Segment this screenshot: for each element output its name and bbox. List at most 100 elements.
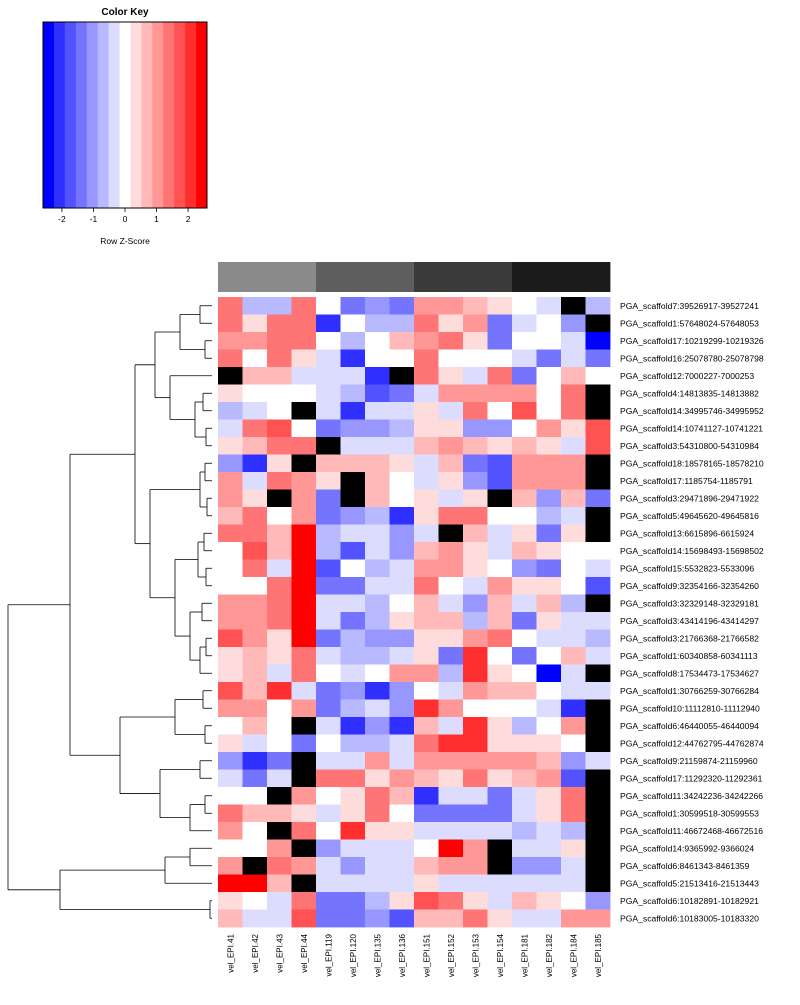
column-label: vel_EPI.185	[594, 933, 603, 977]
row-label: PGA_scaffold9:32354166-32354260	[620, 581, 759, 591]
heatmap-cell	[365, 402, 390, 420]
row-label: PGA_scaffold5:49645620-49645816	[620, 511, 759, 521]
heatmap-cell	[561, 489, 586, 508]
heatmap-cell	[218, 402, 243, 420]
heatmap-cell	[316, 682, 341, 700]
heatmap-cell	[512, 314, 537, 333]
heatmap-cell	[218, 524, 243, 543]
row-label: PGA_scaffold15:5532823-5533096	[620, 563, 754, 573]
heatmap-cell	[463, 332, 488, 350]
heatmap-cell	[218, 769, 243, 788]
heatmap-cell	[316, 629, 341, 648]
heatmap-cell	[487, 524, 513, 543]
heatmap-cell	[316, 332, 341, 350]
heatmap-cell	[414, 542, 439, 560]
heatmap-cell	[291, 332, 317, 350]
heatmap-cell	[561, 349, 586, 368]
heatmap-cell	[365, 472, 390, 490]
heatmap-cell	[340, 577, 366, 595]
heatmap-cell	[267, 297, 292, 315]
heatmap-cell	[365, 507, 390, 525]
heatmap-cell	[585, 787, 611, 805]
heatmap-cell	[242, 734, 268, 753]
heatmap-cell	[218, 349, 243, 368]
heatmap-cell	[512, 594, 537, 613]
heatmap-cell	[389, 542, 415, 560]
row-label: PGA_scaffold14:34995746-34995952	[620, 406, 764, 416]
heatmap-cell	[291, 437, 317, 455]
heatmap-cell	[487, 612, 513, 630]
heatmap-cell	[218, 594, 243, 613]
heatmap-cell	[267, 822, 292, 840]
heatmap-cell	[487, 594, 513, 613]
heatmap-cell	[414, 454, 439, 473]
heatmap-cell	[365, 524, 390, 543]
heatmap-cell	[340, 909, 366, 928]
heatmap-cell	[414, 647, 439, 665]
heatmap-cell	[242, 874, 268, 893]
row-label: PGA_scaffold8:17534473-17534627	[620, 668, 759, 678]
color-key-swatch	[141, 22, 153, 208]
heatmap-cell	[512, 489, 537, 508]
heatmap-cell	[463, 857, 488, 875]
heatmap-cell	[463, 839, 488, 858]
heatmap-cell	[512, 822, 537, 840]
color-key-ticks: -2 -1 0 1 2	[58, 208, 191, 224]
heatmap-cell	[316, 367, 341, 385]
heatmap-cell	[561, 524, 586, 543]
heatmap-cell	[316, 524, 341, 543]
heatmap-cell	[267, 682, 292, 700]
row-label: PGA_scaffold1:57648024-57648053	[620, 318, 759, 328]
column-label: vel_EPI.42	[251, 933, 260, 972]
heatmap-cell	[340, 612, 366, 630]
heatmap-cell	[389, 454, 415, 473]
heatmap-cell	[340, 769, 366, 788]
heatmap-cell	[291, 857, 317, 875]
heatmap-cell	[463, 367, 488, 385]
heatmap-cell	[585, 717, 611, 735]
heatmap-cell	[316, 419, 341, 438]
heatmap-cell	[585, 367, 611, 385]
heatmap-cell	[512, 419, 537, 438]
heatmap-cell	[487, 734, 513, 753]
heatmap-cell	[536, 874, 562, 893]
heatmap-cell	[487, 349, 513, 368]
heatmap-cell	[242, 507, 268, 525]
heatmap-cell	[585, 472, 611, 490]
heatmap-cell	[291, 909, 317, 928]
heatmap-cell	[414, 734, 439, 753]
heatmap-cell	[389, 349, 415, 368]
heatmap-cell	[512, 874, 537, 893]
row-label: PGA_scaffold10:11112810-11112940	[620, 703, 760, 713]
heatmap-cell	[267, 839, 292, 858]
heatmap-cell	[463, 297, 488, 315]
heatmap-cell	[340, 664, 366, 683]
heatmap-cell	[316, 594, 341, 613]
heatmap-cell	[316, 507, 341, 525]
heatmap-cell	[340, 489, 366, 508]
heatmap-cell	[414, 874, 439, 893]
heatmap-cell	[463, 489, 488, 508]
heatmap-cell	[267, 664, 292, 683]
heatmap-cell	[414, 332, 439, 350]
heatmap-cell	[512, 787, 537, 805]
heatmap-cell	[218, 454, 243, 473]
heatmap-cell	[218, 664, 243, 683]
heatmap-cell	[438, 402, 464, 420]
heatmap-cell	[487, 419, 513, 438]
color-key-swatch	[43, 22, 55, 208]
heatmap-cell	[218, 752, 243, 770]
heatmap-cell	[487, 804, 513, 823]
column-label: vel_EPI.184	[569, 933, 578, 977]
heatmap-cell	[389, 874, 415, 893]
heatmap-cell	[438, 419, 464, 438]
heatmap-cell	[267, 559, 292, 578]
heatmap-cell	[291, 524, 317, 543]
row-label: PGA_scaffold9:21159874-21159960	[620, 756, 758, 766]
heatmap-cell	[267, 594, 292, 613]
heatmap-cell	[536, 734, 562, 753]
heatmap-cell	[536, 314, 562, 333]
heatmap-cell	[267, 577, 292, 595]
heatmap-cell	[414, 822, 439, 840]
